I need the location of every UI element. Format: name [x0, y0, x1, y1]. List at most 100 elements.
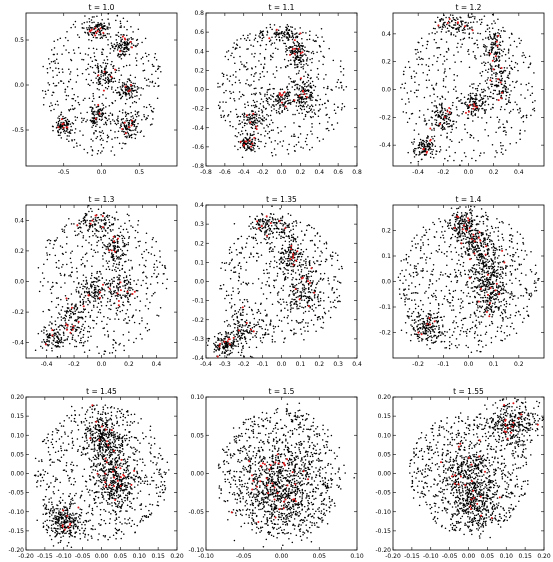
- data-point: [46, 340, 49, 342]
- data-point: [246, 118, 249, 121]
- data-point: [96, 241, 98, 243]
- data-point: [138, 322, 141, 325]
- data-point: [56, 282, 58, 285]
- data-point: [240, 95, 242, 98]
- data-point: [217, 86, 219, 88]
- data-point: [82, 336, 84, 338]
- data-point: [268, 123, 271, 126]
- data-point-red: [119, 281, 122, 284]
- data-point: [414, 48, 417, 51]
- data-point: [341, 103, 344, 105]
- data-point: [295, 143, 298, 146]
- data-point-red: [87, 294, 90, 297]
- data-point: [496, 151, 498, 154]
- data-point: [525, 114, 528, 116]
- data-point-red: [57, 126, 60, 129]
- data-point: [455, 28, 458, 30]
- data-point: [286, 28, 288, 30]
- data-point: [108, 290, 110, 293]
- data-point: [121, 249, 124, 252]
- data-point: [277, 99, 279, 101]
- data-point: [237, 345, 240, 348]
- data-point: [106, 323, 108, 325]
- data-point-red: [439, 123, 441, 126]
- data-point: [103, 234, 105, 236]
- data-point: [65, 94, 68, 97]
- data-point: [83, 327, 86, 329]
- data-point: [131, 115, 134, 117]
- data-point: [332, 128, 335, 131]
- data-point: [246, 142, 249, 145]
- data-point: [113, 330, 115, 332]
- data-point: [53, 239, 56, 242]
- data-point: [293, 260, 295, 263]
- data-point: [300, 108, 303, 111]
- data-point: [94, 292, 96, 295]
- data-point: [424, 150, 427, 153]
- data-point: [453, 73, 455, 76]
- data-point: [250, 123, 253, 125]
- data-point: [153, 56, 156, 59]
- data-point: [112, 80, 115, 83]
- data-point: [268, 40, 271, 43]
- data-point: [131, 266, 133, 269]
- data-point: [285, 95, 288, 97]
- data-point: [125, 312, 127, 315]
- data-point: [136, 111, 139, 113]
- data-point: [288, 83, 290, 85]
- data-point: [233, 303, 236, 306]
- data-point: [405, 111, 408, 114]
- data-point: [283, 108, 286, 111]
- data-point: [54, 344, 57, 347]
- data-point: [308, 148, 311, 151]
- data-point: [131, 43, 133, 45]
- data-point: [99, 135, 102, 137]
- data-point: [217, 104, 220, 107]
- data-point: [483, 54, 486, 56]
- data-point: [65, 98, 67, 101]
- data-point: [104, 234, 107, 237]
- data-point: [151, 123, 153, 125]
- data-point: [104, 290, 106, 292]
- data-point: [253, 117, 256, 119]
- data-point: [95, 48, 98, 50]
- data-point: [121, 130, 123, 132]
- data-point: [309, 58, 311, 61]
- data-point: [65, 251, 67, 253]
- data-point: [435, 150, 438, 152]
- data-point: [69, 257, 72, 260]
- data-point: [118, 227, 120, 230]
- data-point: [96, 64, 99, 67]
- data-point: [241, 126, 244, 129]
- data-point: [48, 334, 51, 337]
- data-point: [159, 250, 161, 252]
- data-point: [89, 119, 92, 122]
- data-point: [104, 116, 107, 119]
- data-point: [105, 222, 107, 224]
- data-point: [80, 112, 82, 114]
- data-point: [155, 260, 158, 262]
- data-point: [302, 54, 304, 56]
- data-point: [101, 37, 104, 39]
- data-point: [479, 55, 482, 57]
- data-point: [107, 18, 109, 20]
- data-point: [72, 49, 75, 51]
- data-point: [116, 15, 119, 17]
- data-point: [122, 54, 125, 56]
- data-point: [242, 325, 244, 327]
- data-point: [282, 97, 284, 100]
- data-point: [82, 99, 85, 101]
- data-point: [130, 287, 133, 289]
- data-point: [231, 351, 233, 354]
- data-point: [268, 97, 271, 99]
- data-point: [119, 22, 122, 25]
- data-point: [441, 109, 443, 111]
- y-tick-label: 0.0: [14, 279, 24, 286]
- data-point: [86, 283, 89, 285]
- data-point: [244, 65, 247, 68]
- data-point: [77, 227, 80, 229]
- data-point: [109, 224, 111, 227]
- data-point: [301, 37, 303, 40]
- data-point: [498, 43, 501, 46]
- data-point: [276, 70, 278, 72]
